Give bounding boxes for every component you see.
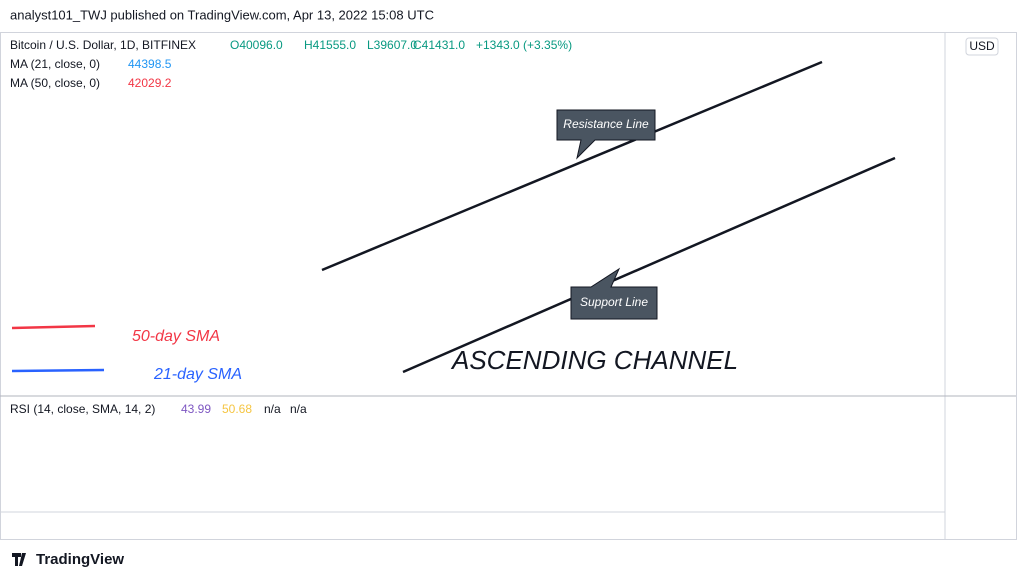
brand: TradingView: [36, 551, 124, 568]
frame: [0, 32, 1017, 540]
currency: USD: [969, 39, 995, 53]
legend-value: O40096.0: [230, 38, 283, 52]
legend-value: 50.68: [222, 402, 252, 416]
sma-marker: [11, 324, 96, 330]
sma-marker: [11, 368, 105, 373]
legend-title: Bitcoin / U.S. Dollar, 1D, BITFINEX: [10, 38, 196, 52]
trend-line: [321, 60, 823, 272]
drawings: [11, 60, 896, 374]
header: analyst101_TWJ published on TradingView.…: [10, 7, 434, 22]
callout: [570, 267, 658, 320]
legend-value: n/a: [290, 402, 307, 416]
legend-value: 44398.5: [128, 57, 172, 71]
legend-bg: [6, 37, 476, 93]
legend-value: 43.99: [181, 402, 211, 416]
annotation: ASCENDING CHANNEL: [450, 345, 738, 375]
callout: [556, 109, 656, 160]
legend-value: n/a: [264, 402, 281, 416]
legend-series: MA (21, close, 0): [10, 57, 100, 71]
rsi-title: RSI (14, close, SMA, 14, 2): [10, 402, 155, 416]
legend-value: C41431.0: [413, 38, 465, 52]
currency-badge[interactable]: [965, 37, 999, 56]
logo: [12, 553, 26, 566]
legend-series: MA (50, close, 0): [10, 76, 100, 90]
legend-value: H41555.0: [304, 38, 356, 52]
trend-line: [402, 156, 896, 374]
legend-value: L39607.0: [367, 38, 417, 52]
annotation: Resistance Line: [563, 117, 649, 131]
annotation: 21-day SMA: [153, 366, 242, 383]
legend-value: +1343.0 (+3.35%): [476, 38, 572, 52]
legend-value: 42029.2: [128, 76, 172, 90]
annotation: Support Line: [580, 295, 648, 309]
annotation: 50-day SMA: [132, 328, 220, 345]
